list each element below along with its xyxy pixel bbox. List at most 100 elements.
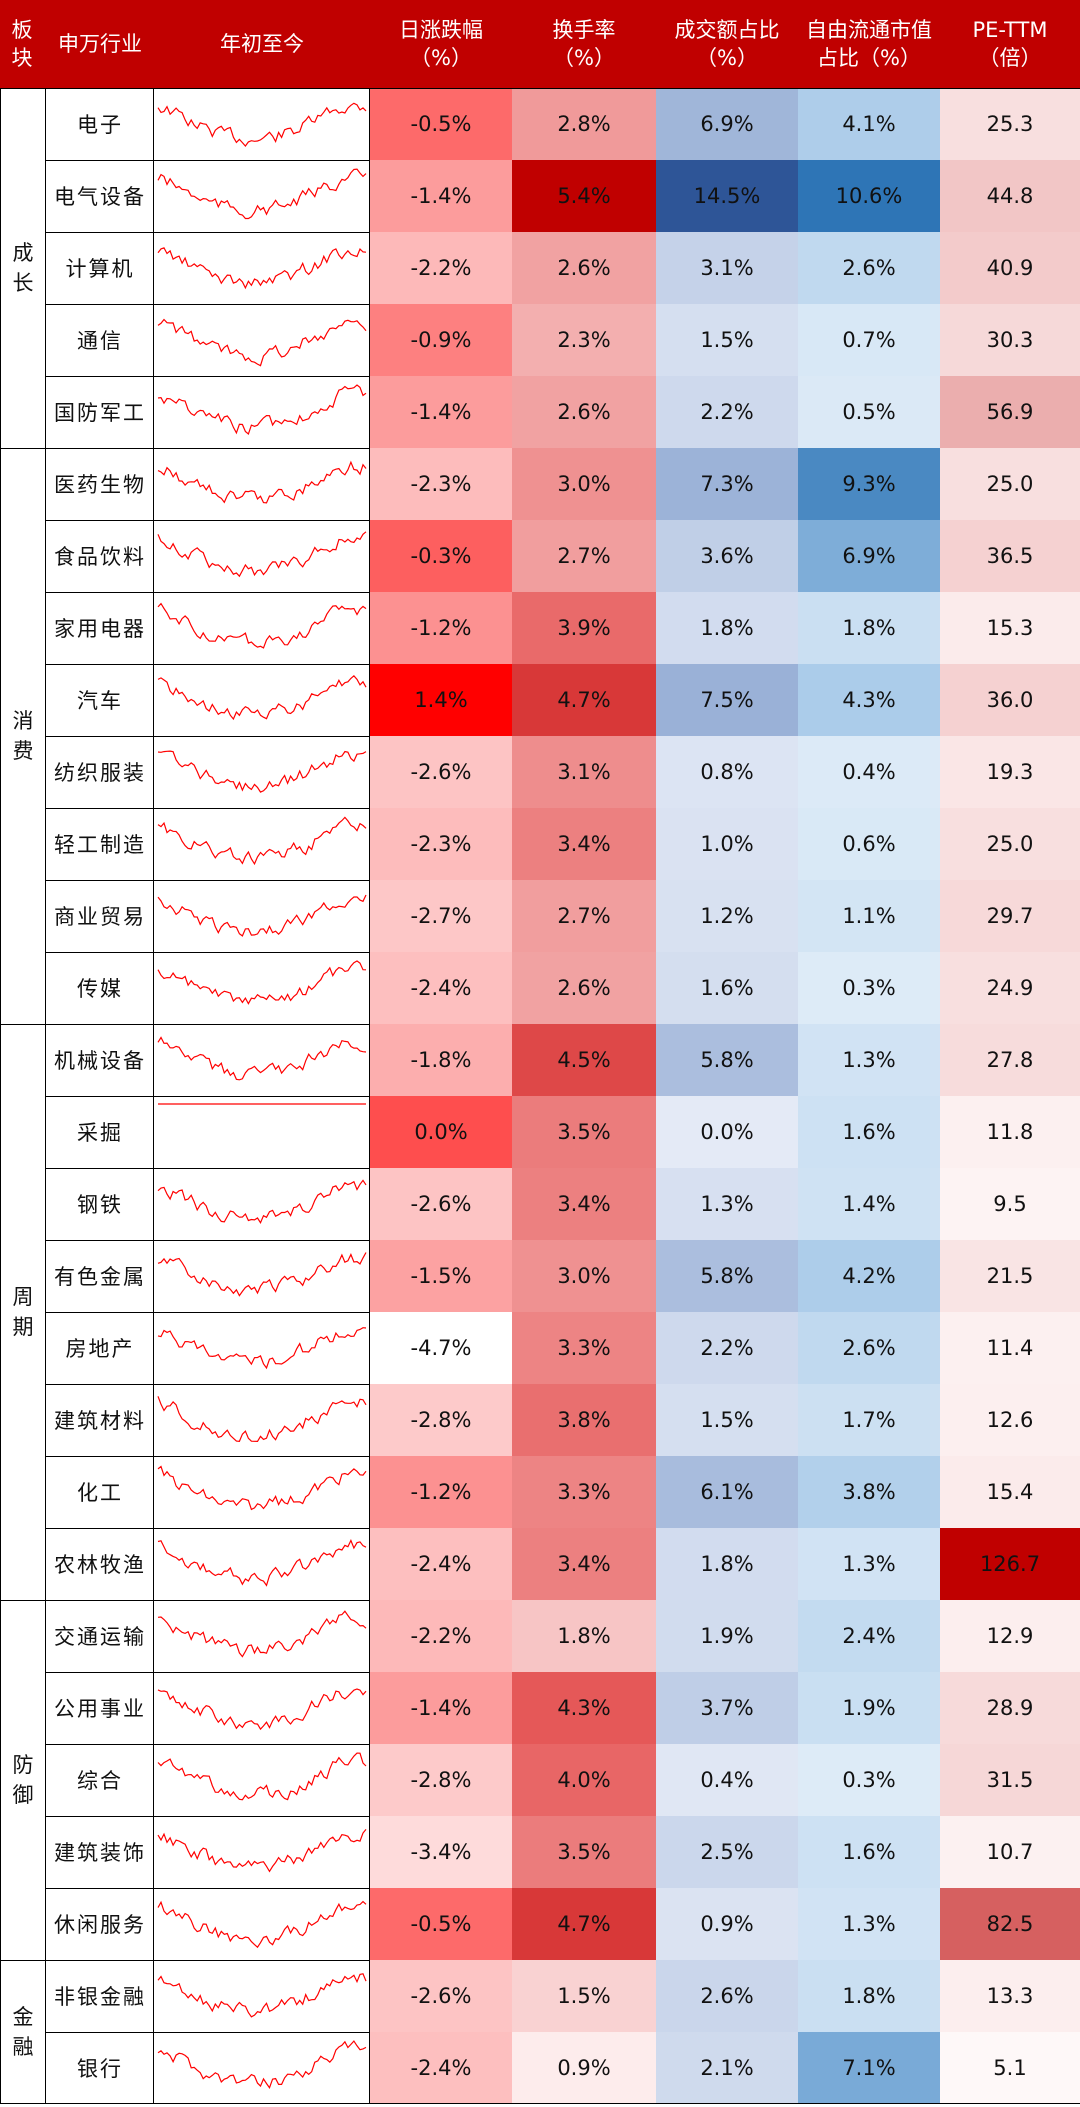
- header-mktcap-share: 自由流通市值 占比（%）: [798, 0, 940, 88]
- ytd-sparkline: [157, 531, 367, 578]
- header-volume-share: 成交额占比 （%）: [656, 0, 798, 88]
- ytd-sparkline-line: [157, 1829, 367, 1873]
- daily-change-cell: -2.6%: [370, 1960, 512, 2032]
- ytd-sparkline-line: [157, 674, 367, 721]
- grid-line: [46, 1528, 370, 1529]
- turnover-cell: 3.5%: [512, 1816, 656, 1888]
- ytd-sparkline: [157, 168, 367, 220]
- industry-name: 休闲服务: [54, 1913, 146, 1937]
- turnover-cell: 4.7%: [512, 1888, 656, 1960]
- ytd-sparkline-line: [157, 168, 367, 220]
- turnover-cell: 1.8%: [512, 1600, 656, 1672]
- ytd-sparkline: [157, 1179, 367, 1224]
- header-industry: 申万行业: [46, 0, 154, 88]
- daily-change-cell: -2.6%: [370, 1168, 512, 1240]
- daily-change-cell: -0.5%: [370, 1888, 512, 1960]
- grid-line: [46, 1240, 370, 1241]
- ytd-sparkline: [157, 102, 367, 147]
- volume-share-cell: 2.2%: [656, 1312, 798, 1384]
- industry-name: 商业贸易: [54, 905, 146, 929]
- industry-name: 综合: [77, 1769, 123, 1793]
- pe-cell: 11.8: [940, 1096, 1080, 1168]
- daily-change-cell: -1.2%: [370, 1456, 512, 1528]
- mktcap-share-cell: 2.4%: [798, 1600, 940, 1672]
- sector-label-char: 金: [12, 2005, 34, 2029]
- ytd-sparkline: [158, 1103, 366, 1105]
- daily-change-cell: 1.4%: [370, 664, 512, 736]
- pe-cell: 5.1: [940, 2032, 1080, 2104]
- grid-line: [46, 160, 370, 161]
- header-daily-change-line1: 日涨跌幅: [399, 18, 483, 42]
- volume-share-cell: 1.3%: [656, 1168, 798, 1240]
- turnover-cell: 3.0%: [512, 1240, 656, 1312]
- turnover-cell: 2.6%: [512, 232, 656, 304]
- turnover-cell: 3.4%: [512, 808, 656, 880]
- daily-change-cell: -2.3%: [370, 448, 512, 520]
- pe-cell: 10.7: [940, 1816, 1080, 1888]
- industry-name: 化工: [77, 1481, 123, 1505]
- pe-cell: 21.5: [940, 1240, 1080, 1312]
- mktcap-share-cell: 1.4%: [798, 1168, 940, 1240]
- turnover-cell: 3.1%: [512, 736, 656, 808]
- turnover-cell: 3.0%: [512, 448, 656, 520]
- grid-line: [46, 304, 370, 305]
- pe-cell: 30.3: [940, 304, 1080, 376]
- ytd-sparkline: [157, 1829, 367, 1873]
- mktcap-share-cell: 0.3%: [798, 952, 940, 1024]
- daily-change-cell: -0.3%: [370, 520, 512, 592]
- ytd-sparkline: [157, 1752, 367, 1801]
- ytd-sparkline-line: [157, 318, 367, 367]
- volume-share-cell: 3.7%: [656, 1672, 798, 1744]
- industry-name: 机械设备: [54, 1049, 146, 1073]
- turnover-cell: 4.0%: [512, 1744, 656, 1816]
- industry-name: 计算机: [65, 257, 135, 281]
- mktcap-share-cell: 4.1%: [798, 88, 940, 160]
- ytd-sparkline-line: [157, 1327, 367, 1370]
- daily-change-cell: -2.3%: [370, 808, 512, 880]
- mktcap-share-cell: 0.3%: [798, 1744, 940, 1816]
- pe-cell: 36.0: [940, 664, 1080, 736]
- ytd-sparkline: [157, 1465, 367, 1511]
- ytd-sparkline: [157, 750, 367, 793]
- sector-label-char: 御: [12, 1783, 34, 1807]
- grid-line: [45, 88, 46, 2104]
- pe-cell: 15.4: [940, 1456, 1080, 1528]
- mktcap-share-cell: 0.7%: [798, 304, 940, 376]
- turnover-cell: 2.7%: [512, 520, 656, 592]
- mktcap-share-cell: 1.8%: [798, 592, 940, 664]
- sector-label-char: 周: [12, 1285, 34, 1309]
- pe-cell: 11.4: [940, 1312, 1080, 1384]
- turnover-cell: 3.8%: [512, 1384, 656, 1456]
- grid-line: [46, 808, 370, 809]
- ytd-sparkline-line: [157, 1252, 367, 1297]
- volume-share-cell: 3.6%: [656, 520, 798, 592]
- mktcap-share-cell: 0.4%: [798, 736, 940, 808]
- header-sector-line1: 板: [11, 18, 35, 42]
- ytd-sparkline-line: [157, 960, 367, 1005]
- industry-name: 农林牧渔: [54, 1553, 146, 1577]
- daily-change-cell: -0.5%: [370, 88, 512, 160]
- pe-cell: 13.3: [940, 1960, 1080, 2032]
- mktcap-share-cell: 1.7%: [798, 1384, 940, 1456]
- sector-label-char: 消: [12, 709, 34, 733]
- pe-cell: 24.9: [940, 952, 1080, 1024]
- mktcap-share-cell: 1.6%: [798, 1096, 940, 1168]
- pe-cell: 12.6: [940, 1384, 1080, 1456]
- daily-change-cell: -2.7%: [370, 880, 512, 952]
- industry-name: 采掘: [77, 1121, 123, 1145]
- grid-line: [46, 1744, 370, 1745]
- pe-cell: 25.3: [940, 88, 1080, 160]
- sector-label-char: 成: [12, 241, 34, 265]
- sector-label-char: 融: [12, 2035, 34, 2059]
- industry-name: 有色金属: [54, 1265, 146, 1289]
- turnover-cell: 3.3%: [512, 1312, 656, 1384]
- daily-change-cell: -1.4%: [370, 376, 512, 448]
- volume-share-cell: 14.5%: [656, 160, 798, 232]
- ytd-sparkline: [157, 1610, 367, 1658]
- volume-share-cell: 1.2%: [656, 880, 798, 952]
- volume-share-cell: 1.5%: [656, 1384, 798, 1456]
- grid-line: [46, 376, 370, 377]
- turnover-cell: 0.9%: [512, 2032, 656, 2104]
- volume-share-cell: 0.8%: [656, 736, 798, 808]
- grid-line: [46, 1672, 370, 1673]
